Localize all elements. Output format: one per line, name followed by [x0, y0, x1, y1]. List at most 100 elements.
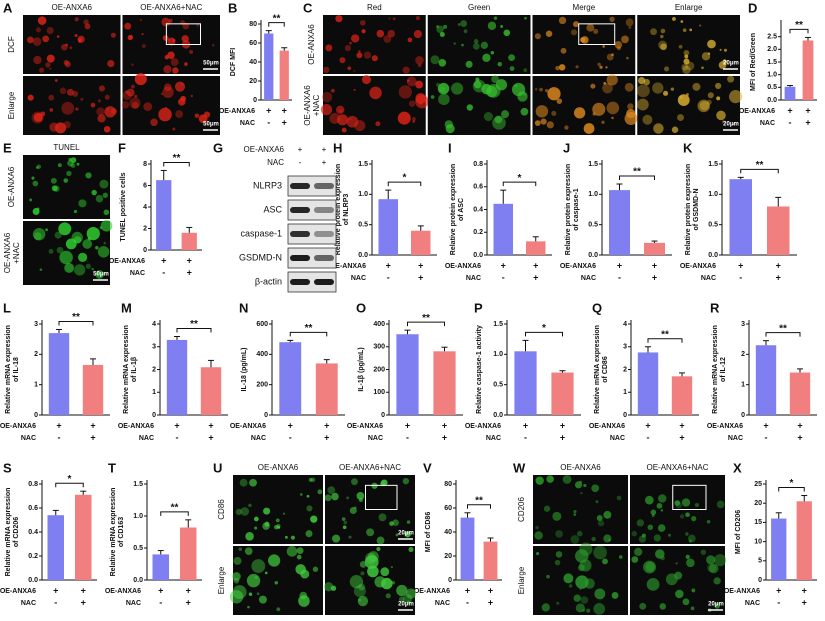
cell-blob: [312, 566, 319, 572]
cell-blob: [573, 509, 577, 514]
y-tick-label: 1: [623, 389, 627, 396]
cell-blob: [244, 547, 253, 555]
significance-label: **: [779, 323, 787, 334]
condition-name: OE-ANXA6: [445, 263, 481, 270]
cell-blob: [691, 588, 696, 593]
bar: [264, 33, 274, 100]
cell-blob: [534, 120, 541, 126]
y-tick-label: 1.0: [358, 191, 368, 198]
cell-blob: [573, 107, 586, 119]
cell-blob: [624, 112, 638, 126]
cell-blob: [660, 28, 666, 34]
cell-blob: [402, 594, 413, 604]
cell-blob: [592, 102, 606, 116]
cell-blob: [574, 481, 583, 489]
cell-blob: [66, 88, 74, 96]
error-bar: [522, 339, 529, 352]
condition-mark: -: [618, 272, 621, 282]
cell-blob: [672, 17, 676, 21]
column-header: Enlarge: [675, 3, 703, 12]
cell-blob: [317, 489, 323, 495]
cell-blob: [430, 95, 435, 99]
micrograph: [23, 219, 113, 285]
cell-blob: [276, 607, 281, 612]
cell-blob: [706, 520, 711, 524]
cell-blob: [568, 584, 573, 588]
error-bar: [651, 240, 658, 243]
cell-blob: [580, 492, 583, 495]
cell-blob: [415, 56, 424, 65]
error-bar: [208, 359, 214, 368]
cell-blob: [134, 94, 138, 99]
band-label: GSDMD-N: [239, 252, 282, 262]
y-tick-label: 1.5: [767, 59, 777, 66]
condition-mark: +: [324, 420, 329, 430]
row-label: Enlarge: [217, 566, 226, 594]
cell-blob: [238, 547, 243, 551]
error-bar: [417, 225, 424, 231]
condition-mark: -: [777, 597, 780, 607]
cell-blob: [353, 69, 356, 72]
cell-blob: [681, 63, 689, 71]
row-label: OE-ANXA6: [307, 24, 316, 65]
cell-blob: [31, 176, 35, 180]
condition-mark: +: [187, 267, 192, 277]
cell-blob: [663, 90, 669, 96]
cell-blob: [718, 61, 727, 69]
cell-blob: [72, 90, 79, 97]
bar: [789, 372, 811, 415]
cell-blob: [715, 82, 722, 90]
cell-blob: [45, 228, 48, 232]
cell-blob: [99, 179, 109, 189]
column-header: Red: [367, 3, 382, 12]
column-header: OE-ANXA6: [560, 463, 601, 472]
cell-blob: [555, 65, 560, 71]
error-bar: [56, 328, 62, 334]
y-tick-label: 1: [152, 389, 156, 396]
error-bar: [801, 495, 808, 502]
cell-blob: [371, 55, 378, 62]
micrograph: [636, 75, 743, 135]
y-axis-label: of IL-18: [13, 357, 20, 382]
condition-name: NAC: [368, 435, 383, 442]
cell-blob: [534, 88, 538, 91]
cell-blob: [406, 520, 411, 524]
condition-mark: +: [174, 420, 179, 430]
cell-blob: [363, 51, 372, 59]
condition-name: OE-ANXA6: [0, 423, 36, 430]
y-tick-label: 200: [256, 382, 268, 389]
cell-blob: [407, 37, 413, 43]
error-bar: [323, 359, 330, 364]
cell-blob: [344, 44, 352, 52]
cell-blob: [74, 17, 79, 22]
y-tick-label: 2.0: [767, 46, 777, 53]
cell-blob: [375, 121, 381, 127]
cell-blob: [203, 111, 211, 118]
cell-blob: [674, 500, 681, 506]
cell-blob: [78, 199, 87, 208]
y-axis-label: Relative mRNA expression: [123, 325, 130, 414]
condition-name: NAC: [435, 600, 450, 607]
y-tick-label: 0: [143, 247, 147, 254]
cell-blob: [59, 250, 73, 265]
micrograph: [533, 475, 628, 544]
y-axis-label: Relative protein expression: [450, 164, 457, 255]
y-tick-label: 10: [754, 538, 762, 545]
bar: [755, 345, 777, 415]
cell-blob: [74, 264, 86, 276]
error-bar: [763, 340, 769, 346]
y-axis-label: Relative protein expression: [335, 164, 342, 255]
error-bar: [185, 519, 192, 528]
error-bar: [559, 370, 566, 373]
cell-blob: [540, 118, 547, 125]
cell-blob: [514, 84, 518, 88]
cell-blob: [141, 33, 144, 36]
significance-bracket: [647, 338, 683, 343]
cell-blob: [697, 99, 711, 113]
significance-label: *: [790, 478, 794, 489]
cell-blob: [415, 15, 421, 21]
cell-blob: [348, 535, 352, 539]
condition-mark: +: [776, 585, 781, 595]
condition-name: OE-ANXA6: [109, 258, 145, 265]
cell-blob: [618, 555, 623, 559]
